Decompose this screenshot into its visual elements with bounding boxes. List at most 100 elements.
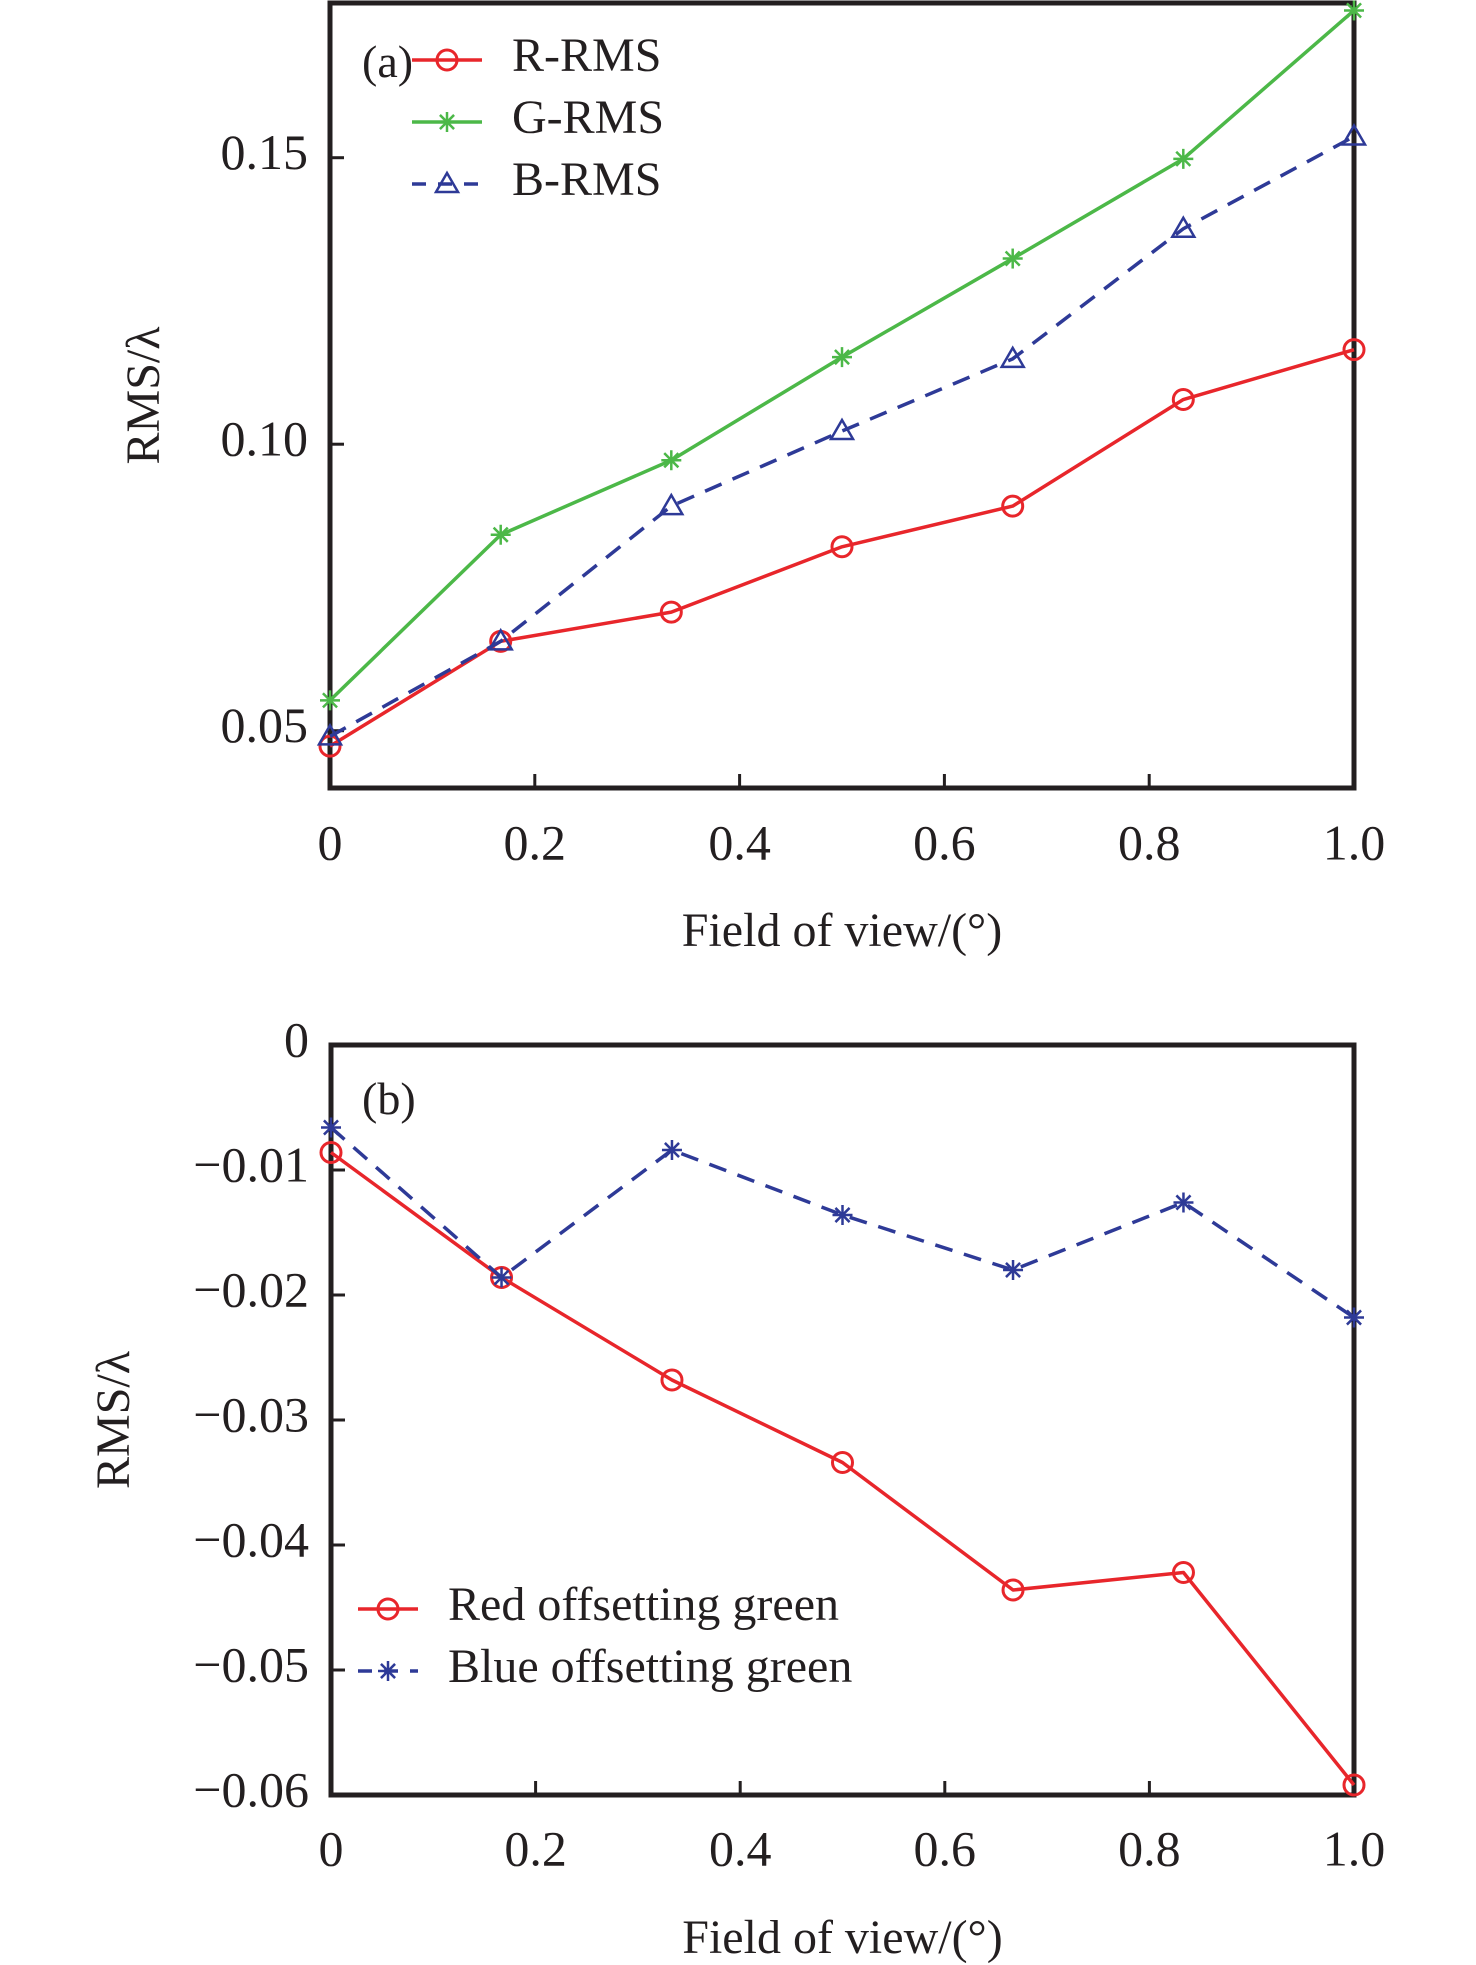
data-point [831, 1451, 854, 1474]
data-point [1342, 338, 1366, 362]
y-axis-title: RMS/λ [87, 1350, 140, 1489]
legend-label: Red offsetting green [448, 1578, 839, 1631]
data-point-stroke [1005, 1262, 1021, 1278]
data-point-stroke [1175, 1194, 1192, 1211]
data-point [828, 417, 856, 441]
series-red-offsetting-green [319, 1141, 1366, 1797]
series-blue-offsetting-green [321, 1117, 1364, 1328]
data-point [320, 690, 340, 711]
data-point [1171, 388, 1195, 412]
legend-label: B-RMS [512, 153, 661, 206]
data-point [1002, 248, 1023, 269]
data-point [319, 1141, 343, 1164]
data-point [491, 1267, 512, 1288]
x-axis-title: Field of view/(°) [682, 904, 1002, 957]
data-point [1001, 1578, 1025, 1602]
data-point-stroke [664, 1142, 680, 1158]
chart-panel-a: 0 0.2 0.4 0.6 0.8 1.0 0.05 0.10 0.15 Field of vie… [117, 0, 1385, 957]
data-point-stroke [834, 1207, 851, 1223]
panel-label: (b) [362, 1073, 416, 1124]
data-point-stroke [1346, 1309, 1362, 1326]
series-b-rms [316, 123, 1368, 746]
legend-marker [435, 48, 459, 72]
legend-marker [437, 112, 457, 132]
data-point [830, 535, 854, 559]
data-point [1344, 0, 1364, 21]
data-point [1173, 148, 1194, 169]
legend: R-RMS G-RMS B-RMS [412, 29, 664, 206]
series-line [329, 134, 1355, 738]
legend-marker-stroke [380, 1663, 396, 1679]
legend: Red offsetting green Blue offsetting gree… [358, 1578, 852, 1693]
y-tick-label: −0.04 [193, 1511, 309, 1567]
y-tick-label: −0.02 [193, 1261, 309, 1317]
y-tick-label: 0 [284, 1011, 309, 1067]
x-tick-label: 0.6 [913, 814, 976, 870]
x-tick-label: 0.4 [708, 814, 771, 870]
data-point [1001, 494, 1025, 518]
data-point [832, 1205, 853, 1225]
x-tick-label: 0.4 [709, 1820, 772, 1876]
legend-item: Blue offsetting green [358, 1640, 852, 1693]
legend-marker [378, 1661, 398, 1681]
data-point [1171, 1561, 1195, 1584]
legend-item: R-RMS [412, 29, 661, 82]
x-tick-label: 0 [318, 814, 343, 870]
series-r-rms [318, 338, 1366, 758]
panel-label: (a) [362, 36, 413, 87]
data-point-stroke [663, 452, 680, 469]
data-point [1003, 1260, 1024, 1280]
legend-marker [376, 1597, 400, 1621]
x-tick-label: 1.0 [1323, 814, 1386, 870]
data-point [1170, 215, 1197, 239]
data-point [316, 722, 344, 746]
x-tick-label: 1.0 [1323, 1820, 1386, 1876]
data-point [1344, 1307, 1364, 1328]
series-g-rms [320, 0, 1364, 711]
legend-label: Blue offsetting green [448, 1640, 852, 1693]
y-tick-label: 0.15 [221, 124, 309, 180]
data-point [661, 450, 682, 471]
data-point-stroke [834, 349, 850, 366]
legend-item: B-RMS [412, 153, 661, 206]
y-tick-label: 0.10 [221, 411, 309, 467]
y-tick-label: −0.01 [193, 1136, 309, 1192]
x-tick-label: 0.2 [504, 1820, 567, 1876]
legend-label: R-RMS [512, 29, 661, 82]
data-point-stroke [1175, 150, 1192, 167]
x-tick-label: 0.8 [1118, 1820, 1181, 1876]
data-point-stroke [1346, 2, 1362, 19]
data-point-stroke [493, 1269, 510, 1286]
data-point [999, 345, 1026, 369]
data-point-stroke [322, 692, 338, 709]
data-point [487, 627, 514, 651]
y-axis-title: RMS/λ [117, 326, 170, 465]
series-line [329, 347, 1355, 748]
data-point [1342, 1773, 1366, 1797]
legend-item: G-RMS [412, 91, 664, 144]
data-point [832, 347, 852, 368]
legend-marker [433, 170, 461, 194]
x-tick-label: 0.8 [1118, 814, 1181, 870]
plot-frame [327, 0, 1357, 791]
legend-label: G-RMS [512, 91, 664, 144]
data-point-stroke [492, 526, 509, 543]
data-point-stroke [1004, 250, 1021, 267]
data-point [321, 1117, 341, 1138]
y-tick-label: −0.06 [193, 1761, 309, 1817]
x-tick-label: 0.2 [504, 814, 567, 870]
legend-item: Red offsetting green [358, 1578, 839, 1631]
data-point [1340, 123, 1368, 146]
data-point-stroke [323, 1119, 339, 1136]
legend-marker-stroke [439, 114, 455, 130]
data-point [660, 1368, 684, 1392]
y-tick-label: −0.05 [193, 1636, 309, 1692]
data-point [661, 1140, 682, 1160]
x-tick-label: 0 [319, 1820, 344, 1876]
x-axis-title: Field of view/(°) [682, 1911, 1002, 1964]
y-tick-label: 0.05 [221, 697, 309, 753]
x-tick-label: 0.6 [914, 1820, 977, 1876]
chart-panel-b: 0 0.2 0.4 0.6 0.8 1.0 0 −0.01 −0.02 −0.03 −0.04 −0.… [87, 1011, 1385, 1964]
data-point [659, 600, 683, 624]
